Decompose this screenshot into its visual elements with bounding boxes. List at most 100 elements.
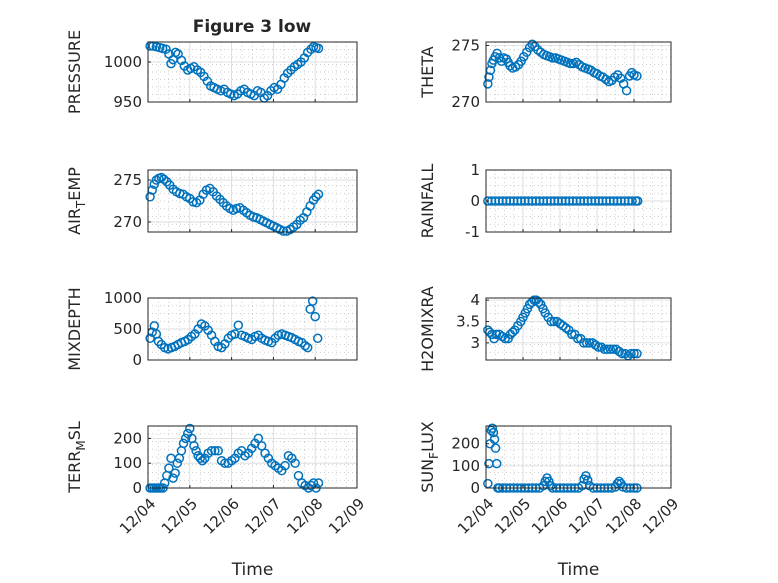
- data-point: [302, 342, 313, 353]
- data-point: [507, 327, 518, 337]
- data-point: [176, 55, 187, 66]
- data-point: [632, 71, 642, 81]
- data-point: [278, 226, 289, 236]
- y-tick-label: 270: [113, 213, 142, 231]
- data-point: [280, 460, 290, 471]
- data-point: [153, 336, 164, 347]
- subplot-2: 270 275 THETA: [418, 36, 672, 111]
- data-point: [492, 48, 502, 59]
- data-point: [172, 458, 183, 468]
- axes-box: [485, 297, 672, 361]
- data-point: [617, 348, 627, 359]
- y-tick-label: 3: [470, 334, 480, 352]
- subplot-1: 950 1000 PRESSURE: [65, 30, 358, 114]
- data-point: [313, 189, 324, 200]
- y-tick-label: -1: [465, 223, 480, 241]
- axes-box: [485, 41, 672, 103]
- x-tick-label: 12/08: [283, 495, 326, 538]
- x-tick-label: 12/04: [116, 495, 159, 538]
- data-point: [168, 473, 178, 483]
- x-tick-label: 12/09: [325, 495, 368, 538]
- data-point: [491, 458, 502, 469]
- data-point: [300, 340, 310, 351]
- data-point: [583, 475, 593, 485]
- y-tick-label: 500: [113, 320, 142, 338]
- subplot-3: 270 275 AIRTEMP: [65, 167, 358, 236]
- subplot-4: -1 0 1 RAINFALL: [418, 161, 672, 241]
- y-tick-label: 1000: [104, 289, 142, 307]
- data-point: [305, 304, 315, 314]
- x-tick-label: 12/06: [200, 495, 243, 538]
- x-tick-label: 12/04: [454, 495, 497, 538]
- data-point: [621, 85, 632, 96]
- data-point: [484, 72, 494, 82]
- y-tick-label: 200: [451, 435, 480, 453]
- data-point: [310, 311, 320, 322]
- subplot-6: 3 3.5 4 H2OMIXRA: [418, 286, 672, 372]
- axes-box: [147, 425, 358, 489]
- data-point: [527, 39, 537, 50]
- data-point: [599, 344, 610, 355]
- data-point: [581, 338, 592, 348]
- y-axis-label: SUNFLUX: [418, 421, 441, 493]
- y-tick-label: 3.5: [456, 313, 480, 331]
- data-point: [256, 441, 267, 451]
- axes-box: [485, 425, 672, 489]
- y-tick-label: 1000: [104, 53, 142, 71]
- data-point: [602, 344, 613, 355]
- x-tick-label: 12/07: [241, 495, 284, 538]
- data-point: [546, 481, 556, 491]
- data-point: [565, 58, 576, 69]
- y-tick-label: 275: [113, 171, 142, 189]
- y-tick-label: 100: [451, 457, 480, 475]
- y-axis-label: MIXDEPTH: [65, 287, 84, 370]
- data-point: [578, 338, 589, 348]
- y-axis-label: AIRTEMP: [65, 167, 88, 235]
- data-point: [593, 342, 604, 352]
- y-tick-label: 270: [451, 93, 480, 111]
- data-point: [293, 470, 304, 481]
- y-axis-label: RAINFALL: [418, 164, 437, 239]
- data-point: [161, 44, 171, 54]
- data-point: [308, 478, 319, 488]
- y-tick-label: 275: [451, 36, 480, 54]
- subplot-5: 0 500 1000 MIXDEPTH: [65, 287, 358, 371]
- x-tick-label: 12/05: [491, 495, 534, 538]
- data-point: [210, 446, 220, 456]
- data-point: [584, 338, 595, 348]
- y-tick-label: 0: [132, 351, 142, 369]
- data-point: [145, 192, 155, 202]
- x-tick-label: 12/08: [602, 495, 645, 538]
- data-point: [489, 434, 500, 445]
- data-point: [546, 316, 556, 327]
- data-point: [185, 423, 195, 434]
- y-tick-label: 200: [113, 429, 142, 447]
- y-axis-label: H2OMIXRA: [418, 286, 437, 372]
- data-point: [313, 478, 324, 488]
- data-point: [195, 453, 205, 463]
- data-point: [178, 438, 189, 449]
- x-axis-label: Time: [557, 560, 600, 580]
- y-tick-label: 0: [470, 479, 480, 497]
- data-point: [627, 196, 637, 206]
- y-tick-label: 1: [470, 161, 480, 179]
- data-point: [581, 471, 591, 481]
- data-point: [488, 427, 499, 438]
- data-point: [632, 348, 642, 359]
- data-point: [145, 333, 155, 344]
- y-axis-label: PRESSURE: [65, 30, 84, 114]
- y-tick-label: 0: [470, 192, 480, 210]
- data-point: [313, 43, 324, 54]
- data-point: [626, 348, 636, 359]
- x-tick-label: 12/09: [639, 495, 682, 538]
- data-point: [608, 344, 619, 355]
- data-point: [253, 433, 264, 444]
- x-axis-label: Time: [231, 560, 274, 580]
- x-tick-label: 12/06: [528, 495, 571, 538]
- data-point: [164, 463, 174, 473]
- data-point: [547, 53, 558, 63]
- data-point: [491, 329, 502, 340]
